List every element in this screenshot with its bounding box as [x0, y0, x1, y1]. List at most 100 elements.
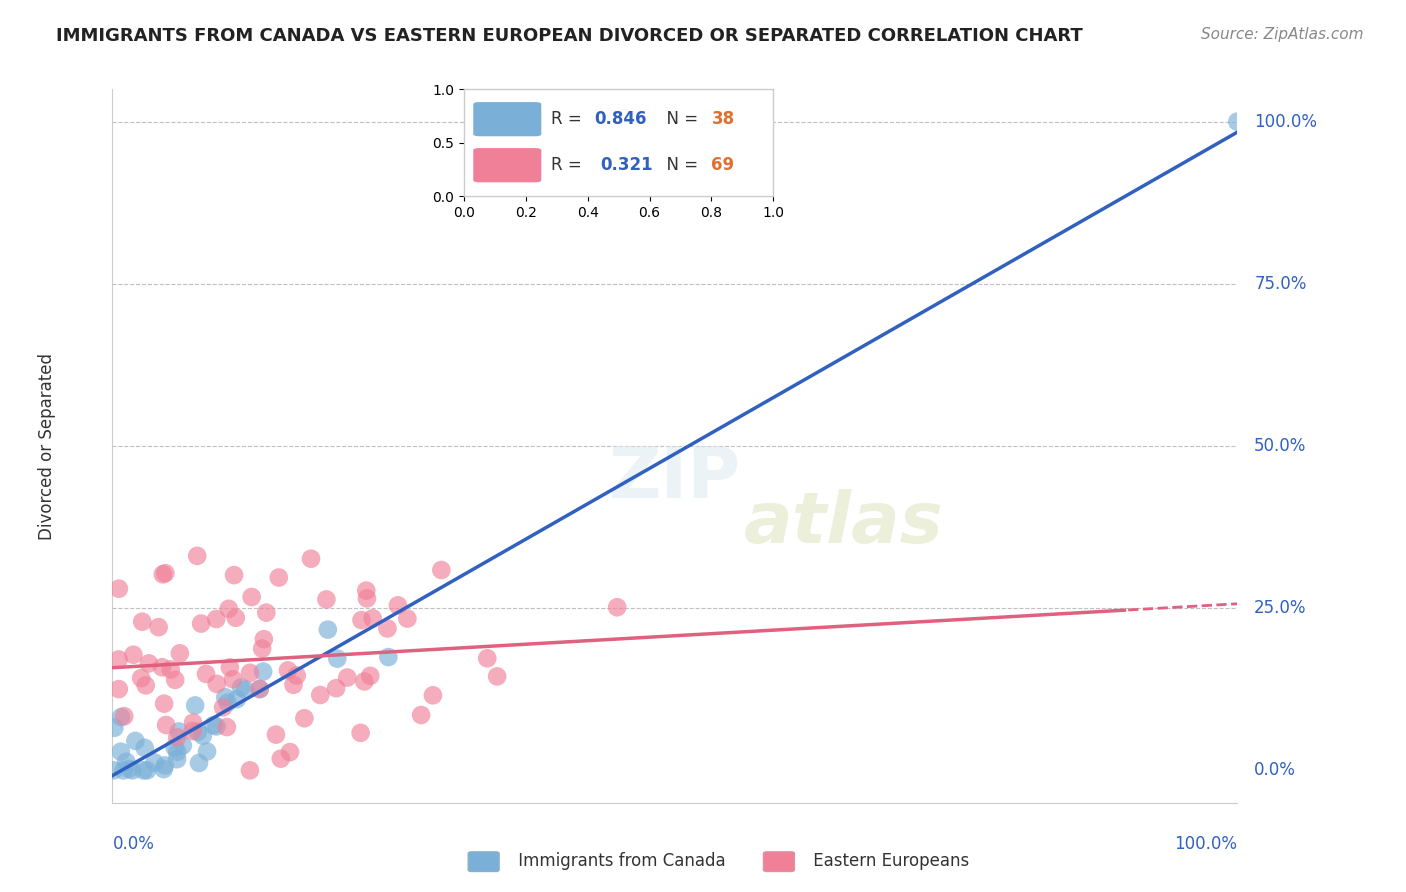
Point [187, 724, 209, 739]
Point [205, 612, 228, 626]
Point [377, 650, 399, 665]
Point [159, 663, 181, 677]
Point [191, 729, 214, 743]
Text: IMMIGRANTS FROM CANADA VS EASTERN EUROPEAN DIVORCED OR SEPARATED CORRELATION CHA: IMMIGRANTS FROM CANADA VS EASTERN EUROPE… [56, 27, 1083, 45]
Point [122, 648, 145, 662]
Point [167, 724, 190, 739]
Point [110, 710, 132, 724]
Point [217, 696, 239, 710]
Point [172, 739, 194, 753]
Text: R =: R = [551, 111, 586, 128]
Point [112, 709, 135, 723]
Point [115, 755, 138, 769]
Point [135, 678, 157, 692]
Point [309, 688, 332, 702]
Point [225, 611, 247, 625]
FancyBboxPatch shape [474, 148, 541, 182]
Point [218, 660, 240, 674]
Point [107, 652, 129, 666]
Point [350, 613, 373, 627]
Text: N =: N = [655, 156, 703, 174]
Point [606, 600, 628, 615]
Point [277, 664, 299, 678]
Point [411, 708, 433, 723]
Point [134, 740, 156, 755]
Point [267, 570, 290, 584]
Text: 69: 69 [711, 156, 734, 174]
Point [166, 752, 188, 766]
Point [131, 615, 153, 629]
Point [315, 592, 337, 607]
Point [214, 690, 236, 705]
Point [190, 616, 212, 631]
Point [361, 611, 384, 625]
Text: atlas: atlas [744, 490, 943, 558]
Point [249, 681, 271, 696]
Point [229, 681, 252, 695]
Point [129, 671, 152, 685]
Point [336, 671, 359, 685]
Point [316, 623, 339, 637]
Point [264, 728, 287, 742]
Point [112, 764, 135, 778]
Point [430, 563, 453, 577]
Text: R =: R = [551, 156, 592, 174]
Point [107, 682, 129, 697]
Text: 75.0%: 75.0% [1254, 275, 1306, 293]
Point [240, 590, 263, 604]
Point [359, 669, 381, 683]
Text: Divorced or Separated: Divorced or Separated [38, 352, 56, 540]
Point [166, 745, 188, 759]
Point [155, 566, 177, 581]
Point [202, 718, 225, 732]
Point [253, 632, 276, 647]
Point [222, 568, 245, 582]
Point [103, 764, 125, 778]
Point [121, 764, 143, 778]
Point [169, 646, 191, 660]
Point [477, 651, 499, 665]
Point [252, 665, 274, 679]
Point [349, 726, 371, 740]
Point [124, 734, 146, 748]
Point [233, 682, 256, 697]
Point [294, 711, 316, 725]
Point [387, 599, 409, 613]
Point [155, 718, 177, 732]
FancyBboxPatch shape [474, 102, 541, 136]
Point [186, 549, 208, 563]
Point [166, 731, 188, 745]
Point [136, 764, 159, 778]
Point [325, 681, 347, 696]
Point [254, 606, 277, 620]
Point [222, 673, 245, 687]
Point [285, 668, 308, 682]
Point [181, 724, 204, 739]
Point [396, 612, 419, 626]
Text: 0.0%: 0.0% [112, 835, 155, 854]
Text: Source: ZipAtlas.com: Source: ZipAtlas.com [1201, 27, 1364, 42]
Text: 0.0%: 0.0% [1254, 762, 1296, 780]
Point [118, 762, 141, 776]
Text: 38: 38 [711, 111, 734, 128]
Point [270, 752, 292, 766]
Point [163, 740, 186, 755]
Point [184, 698, 207, 713]
Point [152, 567, 174, 582]
Text: 50.0%: 50.0% [1254, 437, 1306, 455]
Point [148, 620, 170, 634]
Text: ZIP: ZIP [609, 444, 741, 513]
Point [153, 758, 176, 772]
Point [108, 582, 131, 596]
Point [377, 622, 399, 636]
Point [150, 660, 173, 674]
Point [326, 651, 349, 665]
Point [215, 720, 238, 734]
Point [356, 583, 378, 598]
Point [153, 697, 176, 711]
Point [138, 657, 160, 671]
Point [422, 688, 444, 702]
Point [239, 665, 262, 680]
Point [103, 721, 125, 735]
Point [239, 764, 262, 778]
